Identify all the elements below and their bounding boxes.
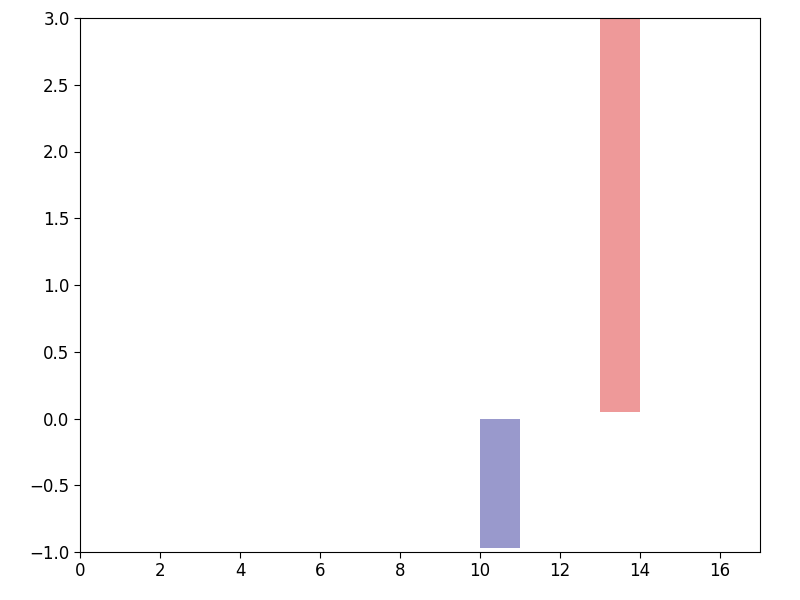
Bar bbox=[480, 419, 520, 548]
Bar bbox=[600, 18, 640, 412]
